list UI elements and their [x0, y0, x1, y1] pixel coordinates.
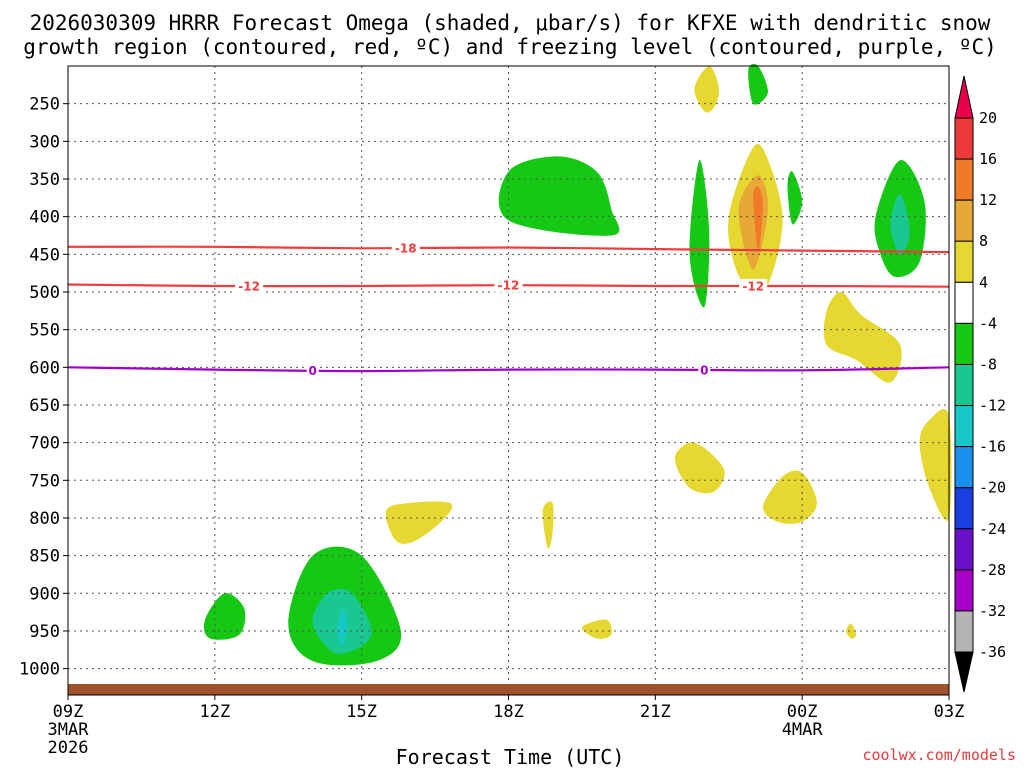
temperature-contours: -18 -12 -12 -12 0 0	[67, 241, 950, 378]
x-axis-title: Forecast Time (UTC)	[396, 745, 625, 768]
x-tick-15Z: 15Z	[346, 702, 377, 722]
chart-title-line-2: growth region (contoured, red, ºC) and f…	[23, 35, 997, 59]
colorbar-label--36: -36	[979, 643, 1006, 661]
colorbar-box-10	[954, 528, 974, 571]
x-tick-00Z: 00Z	[787, 702, 818, 722]
omega-region-descent-7-3mar-22z	[674, 442, 725, 494]
omega-region-ascent-2-3mar-2230z-b	[787, 171, 803, 225]
colorbar-box-4	[954, 281, 974, 324]
colorbar-box-1	[954, 158, 974, 201]
colorbar-box-0	[954, 117, 974, 160]
omega-region-descent-9-4mar-0230z	[919, 409, 952, 521]
colorbar-label-12: 12	[979, 191, 997, 209]
contour-line-0	[67, 366, 950, 373]
y-tick-650: 650	[29, 396, 60, 416]
colorbar-top-cap	[954, 75, 974, 119]
x-tick-09Z: 09Z	[53, 702, 84, 722]
omega-region-descent-2-4mar-00z-core	[753, 186, 763, 251]
contour-label-0: 0	[700, 363, 708, 377]
contour-label-bg--18	[391, 241, 420, 256]
omega-colorbar: 20 16 12 8 4 -4 -8 -12 -16 -20 -24 -28 -32 -36	[954, 75, 1006, 693]
contour-label-bg-0	[306, 363, 319, 378]
omega-region-ascent-5-4mar-01z	[748, 63, 768, 105]
colorbar-box-6	[954, 363, 974, 407]
contour-label-bg--12	[235, 278, 264, 293]
omega-region-descent-1-3mar-2230z	[694, 66, 720, 113]
colorbar-label--8: -8	[979, 355, 997, 373]
colorbar-label--32: -32	[979, 602, 1006, 620]
contour-label--18: -18	[395, 242, 417, 256]
y-tick-1000: 1000	[19, 660, 60, 680]
y-tick-700: 700	[29, 434, 60, 454]
contour-label-bg--12	[494, 278, 523, 293]
contour-label--12: -12	[742, 279, 764, 293]
omega-region-ascent-2-3mar-2230z-a	[689, 159, 710, 308]
colorbar-box-7	[954, 405, 974, 448]
omega-region-descent-6-3mar-20z	[581, 619, 612, 639]
terrain-bar	[68, 684, 949, 695]
x-tick-date-09Z: 3MAR	[48, 720, 90, 740]
y-tick-950: 950	[29, 622, 60, 642]
colorbar-label--12: -12	[979, 397, 1006, 415]
colorbar-box-9	[954, 487, 974, 530]
plot-gridlines	[67, 66, 950, 695]
x-tick-21Z: 21Z	[640, 702, 671, 722]
omega-region-descent-3-4mar-02z	[823, 291, 902, 383]
y-tick-250: 250	[29, 95, 60, 115]
y-tick-500: 500	[29, 283, 60, 303]
omega-region-descent-10-4mar-01z	[846, 623, 856, 639]
y-tick-900: 900	[29, 584, 60, 604]
x-tick-date-00Z: 4MAR	[782, 720, 824, 740]
colorbar-label--20: -20	[979, 479, 1006, 497]
colorbar-bottom-cap	[954, 651, 974, 693]
colorbar-box-2	[954, 199, 974, 242]
colorbar-label--16: -16	[979, 438, 1006, 456]
omega-region-ascent-3-3mar-12z	[203, 593, 246, 640]
colorbar-label-4: 4	[979, 273, 988, 291]
omega-region-ascent-4-3mar-14z-peak	[337, 608, 347, 647]
y-tick-800: 800	[29, 509, 60, 529]
omega-shaded-regions	[203, 63, 952, 666]
contour-label-bg-0	[698, 362, 711, 377]
contour-label-0: 0	[309, 364, 317, 378]
pressure-axis: 250 300 350 400 450 500 550 600 650 700 750 800 850 9…	[19, 95, 68, 680]
omega-region-descent-8-4mar-01z	[762, 470, 817, 524]
x-tick-18Z: 18Z	[493, 702, 524, 722]
colorbar-box-3	[954, 240, 974, 283]
y-tick-300: 300	[29, 132, 60, 152]
omega-region-descent-4-3mar-16z	[385, 501, 453, 544]
contour-line--18	[67, 245, 950, 254]
y-tick-750: 750	[29, 471, 60, 491]
omega-region-ascent-5-4mar-02z-core	[890, 194, 910, 255]
chart-title-line-1: 2026030309 HRRR Forecast Omega (shaded, …	[30, 11, 991, 35]
omega-region-descent-5-3mar-19z	[542, 501, 554, 549]
credit-text: coolwx.com/models	[862, 746, 1016, 764]
x-tick-year-09Z: 2026	[48, 738, 89, 758]
contour-label--12: -12	[238, 279, 260, 293]
y-tick-850: 850	[29, 547, 60, 567]
omega-region-ascent-1-3mar-19z	[498, 156, 620, 236]
x-tick-03Z: 03Z	[934, 702, 965, 722]
colorbar-label-20: 20	[979, 109, 997, 127]
colorbar-label--28: -28	[979, 561, 1006, 579]
colorbar-box-5	[954, 322, 974, 365]
colorbar-box-8	[954, 446, 974, 489]
colorbar-box-11	[954, 569, 974, 612]
y-tick-400: 400	[29, 208, 60, 228]
colorbar-box-12	[954, 610, 974, 653]
x-tick-12Z: 12Z	[199, 702, 230, 722]
y-tick-450: 450	[29, 245, 60, 265]
contour-label--12: -12	[498, 279, 520, 293]
contour-label-bg--12	[739, 278, 768, 293]
colorbar-label--4: -4	[979, 314, 997, 332]
y-tick-550: 550	[29, 321, 60, 341]
colorbar-label-16: 16	[979, 150, 997, 168]
y-tick-600: 600	[29, 358, 60, 378]
colorbar-label-8: 8	[979, 232, 988, 250]
colorbar-label--24: -24	[979, 520, 1006, 538]
y-tick-350: 350	[29, 170, 60, 190]
